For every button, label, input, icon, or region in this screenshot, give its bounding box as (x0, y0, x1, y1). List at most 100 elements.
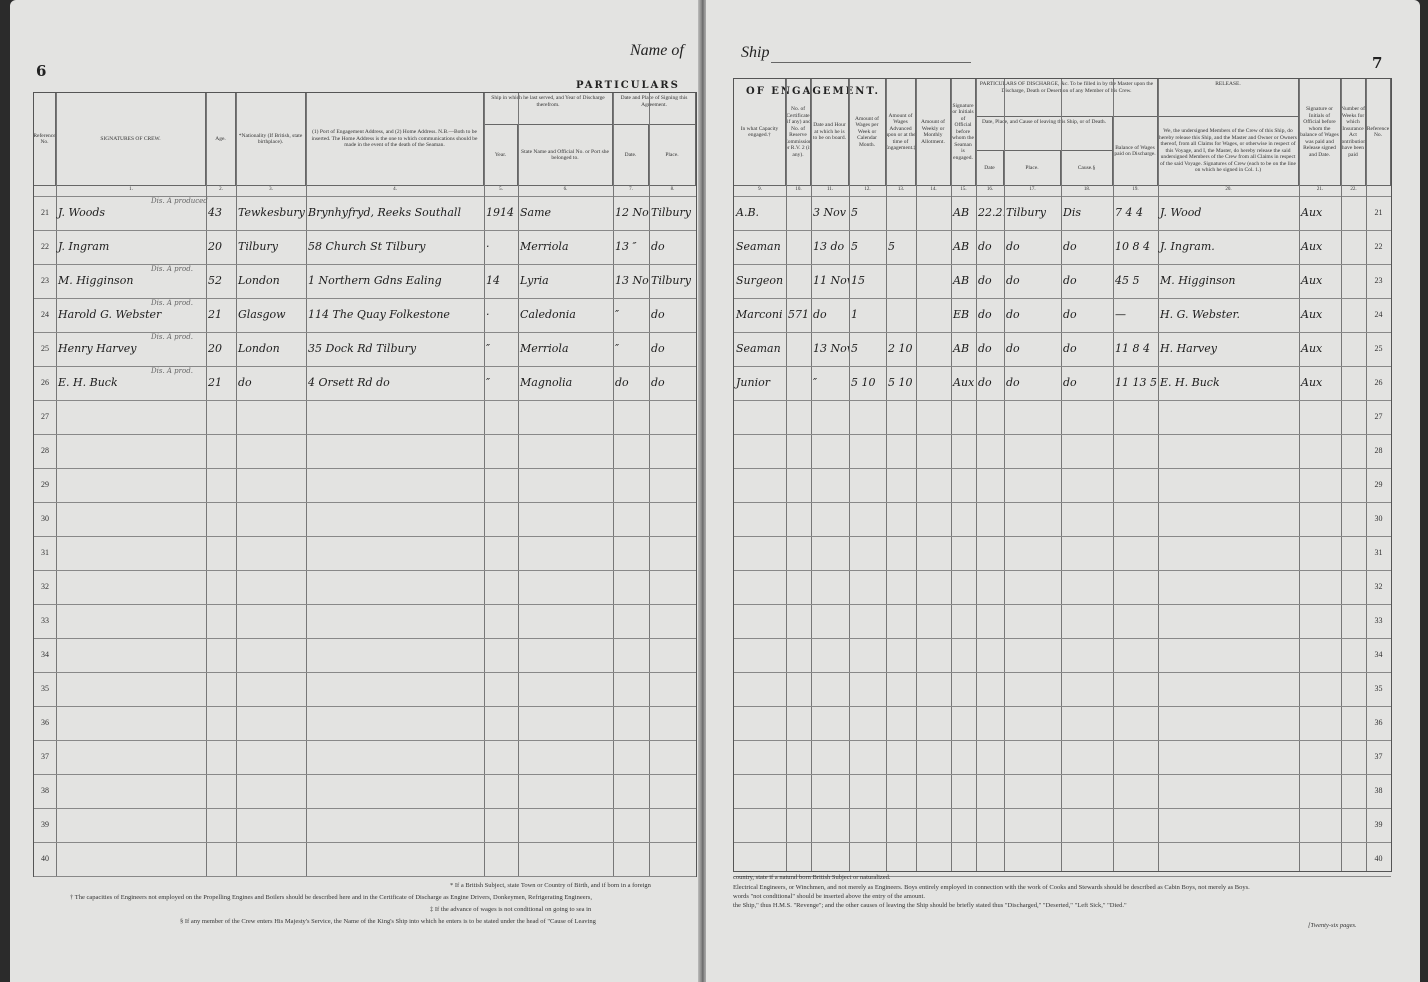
table-cell: Tilbury (651, 274, 691, 287)
table-cell: 21 (208, 376, 222, 389)
table-cell (206, 672, 236, 706)
table-cell: Aux (1301, 240, 1323, 253)
table-cell (849, 740, 886, 774)
table-cell (236, 774, 306, 808)
row-rule (34, 842, 696, 843)
table-cell (951, 740, 976, 774)
table-cell (916, 468, 951, 502)
table-cell: do (1063, 376, 1077, 389)
table-cell: A.B. (736, 206, 760, 219)
table-cell (886, 264, 916, 298)
table-cell: do (651, 342, 665, 355)
table-cell (518, 536, 613, 570)
table-cell (734, 774, 786, 808)
column-header-label: Reference No. (1366, 125, 1390, 139)
table-cell (786, 434, 811, 468)
table-cell (518, 400, 613, 434)
row-rule (34, 672, 696, 673)
table-cell: Henry Harvey (58, 342, 137, 355)
reference-number: 24 (41, 310, 49, 319)
table-cell (649, 604, 696, 638)
table-cell (1299, 638, 1341, 672)
table-cell (786, 536, 811, 570)
table-cell: Marconi Operator (736, 308, 786, 321)
column-header-label: Date (984, 164, 995, 171)
table-cell: — (1115, 308, 1126, 321)
table-cell (613, 740, 649, 774)
table-cell (236, 808, 306, 842)
table-cell (206, 434, 236, 468)
table-cell (916, 638, 951, 672)
column-header-label: Year. (494, 151, 507, 158)
reference-number: 23 (41, 276, 49, 285)
table-cell: do (651, 376, 665, 389)
table-cell (951, 604, 976, 638)
table-cell (649, 570, 696, 604)
table-cell (886, 638, 916, 672)
row-rule (734, 298, 1391, 299)
reference-number: 37 (1374, 752, 1383, 761)
column-number: 15. (960, 187, 967, 192)
table-cell (786, 774, 811, 808)
table-cell: Junior (736, 376, 770, 389)
table-cell (976, 570, 1004, 604)
table-cell (849, 672, 886, 706)
row-rule (734, 740, 1391, 741)
page-number-right: 7 (1372, 54, 1383, 72)
reference-number: 27 (41, 412, 49, 421)
table-cell (976, 400, 1004, 434)
table-cell (886, 706, 916, 740)
table-cell: E. H. Buck (1160, 376, 1220, 389)
table-cell (613, 434, 649, 468)
table-cell: London (238, 274, 280, 287)
table-cell (886, 842, 916, 876)
table-cell: 10 8 4 (1115, 240, 1150, 253)
table-cell (849, 434, 886, 468)
table-cell: Merriola (520, 240, 569, 253)
table-cell (236, 502, 306, 536)
table-cell (1004, 638, 1061, 672)
table-cell (1004, 468, 1061, 502)
column-header: We, the undersigned Members of the Crew … (1158, 117, 1299, 186)
table-cell (1113, 842, 1158, 876)
margin-note: Dis. A produced (151, 197, 208, 205)
column-rule (886, 79, 887, 871)
table-cell (484, 808, 518, 842)
table-cell: 52 (208, 274, 222, 287)
row-rule (34, 230, 696, 231)
left-page: 6 Name of PARTICULARS Ship in which he l… (10, 0, 700, 982)
table-cell (1341, 808, 1366, 842)
table-cell (1299, 502, 1341, 536)
reference-number: 26 (1374, 378, 1383, 387)
table-cell (206, 842, 236, 876)
table-cell: 13 Nov (813, 342, 849, 355)
table-cell: 7 4 4 (1115, 206, 1143, 219)
table-cell (518, 638, 613, 672)
table-cell (786, 706, 811, 740)
table-cell (1341, 298, 1366, 332)
column-header-label: Amount of Wages Advanced upon or at the … (886, 112, 916, 152)
table-cell (886, 604, 916, 638)
group-header-last-ship: Ship in which he last served, and Year o… (484, 93, 613, 125)
column-header-label: *Nationality (If British, state birthpla… (238, 132, 303, 146)
table-cell: ″ (486, 376, 491, 389)
table-cell (951, 774, 976, 808)
table-cell (951, 400, 976, 434)
table-cell (886, 434, 916, 468)
column-rule (56, 93, 57, 876)
book-binding (698, 0, 708, 982)
table-cell (811, 740, 849, 774)
table-cell: Aux (1301, 308, 1323, 321)
table-cell (849, 604, 886, 638)
table-cell (886, 196, 916, 230)
row-rule (734, 604, 1391, 605)
table-cell (886, 808, 916, 842)
row-rule (34, 774, 696, 775)
table-cell (306, 400, 484, 434)
table-cell (811, 434, 849, 468)
row-rule (734, 230, 1391, 231)
reference-number: 38 (1374, 786, 1383, 795)
table-cell (613, 468, 649, 502)
table-cell (206, 706, 236, 740)
table-cell (976, 434, 1004, 468)
